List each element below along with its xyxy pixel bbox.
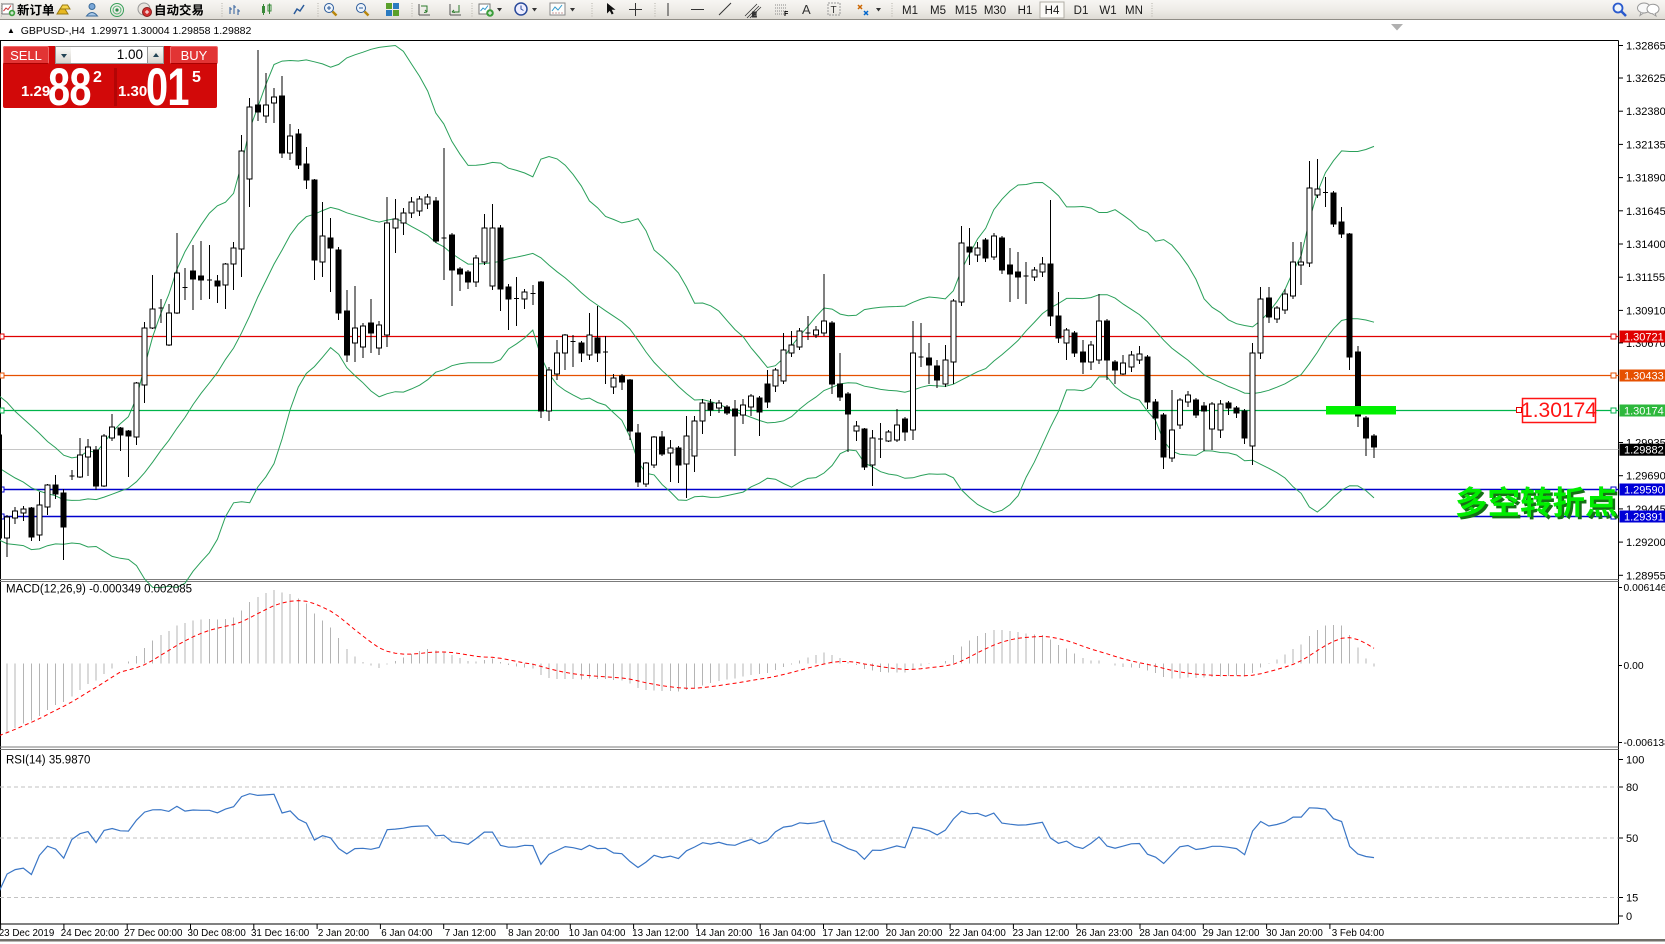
svg-text:-0.006138: -0.006138 bbox=[1624, 738, 1665, 749]
svg-text:1.30433: 1.30433 bbox=[1624, 371, 1664, 383]
svg-text:MACD(12,26,9) -0.000349 0.0020: MACD(12,26,9) -0.000349 0.002085 bbox=[6, 584, 192, 596]
svg-text:1.31890: 1.31890 bbox=[1626, 173, 1665, 185]
svg-text:1.30174: 1.30174 bbox=[1521, 399, 1597, 422]
svg-text:A: A bbox=[802, 2, 811, 17]
svg-text:1.30721: 1.30721 bbox=[1624, 332, 1664, 344]
svg-text:1.29391: 1.29391 bbox=[1624, 512, 1664, 524]
svg-text:20 Jan 20:00: 20 Jan 20:00 bbox=[886, 928, 943, 939]
svg-text:3 Feb 04:00: 3 Feb 04:00 bbox=[1332, 928, 1385, 939]
svg-text:14 Jan 20:00: 14 Jan 20:00 bbox=[696, 928, 753, 939]
svg-text:31 Dec 16:00: 31 Dec 16:00 bbox=[251, 928, 310, 939]
svg-text:0: 0 bbox=[1626, 911, 1632, 923]
svg-text:1.30910: 1.30910 bbox=[1626, 305, 1665, 317]
svg-text:22 Jan 04:00: 22 Jan 04:00 bbox=[949, 928, 1006, 939]
svg-text:1.32625: 1.32625 bbox=[1626, 73, 1665, 85]
svg-text:1.29882: 1.29882 bbox=[1624, 445, 1664, 457]
svg-text:0.00: 0.00 bbox=[1624, 661, 1644, 672]
svg-text:23 Jan 12:00: 23 Jan 12:00 bbox=[1013, 928, 1070, 939]
svg-text:E: E bbox=[752, 12, 757, 19]
svg-text:26 Jan 23:00: 26 Jan 23:00 bbox=[1076, 928, 1133, 939]
svg-text:30 Jan 20:00: 30 Jan 20:00 bbox=[1266, 928, 1323, 939]
svg-text:0.006146: 0.006146 bbox=[1624, 583, 1665, 594]
svg-text:50: 50 bbox=[1626, 833, 1638, 845]
svg-text:M1: M1 bbox=[902, 5, 918, 17]
svg-text:1.31645: 1.31645 bbox=[1626, 206, 1665, 218]
svg-text:W1: W1 bbox=[1099, 5, 1116, 17]
svg-text:1.32135: 1.32135 bbox=[1626, 139, 1665, 151]
svg-text:100: 100 bbox=[1626, 755, 1644, 767]
svg-text:8 Jan 20:00: 8 Jan 20:00 bbox=[508, 928, 560, 939]
svg-text:1.29590: 1.29590 bbox=[1624, 485, 1664, 497]
svg-text:1.29200: 1.29200 bbox=[1626, 537, 1665, 549]
svg-text:80: 80 bbox=[1626, 782, 1638, 794]
svg-text:1.31400: 1.31400 bbox=[1626, 239, 1665, 251]
svg-text:6 Jan 04:00: 6 Jan 04:00 bbox=[381, 928, 433, 939]
svg-text:7 Jan 12:00: 7 Jan 12:00 bbox=[445, 928, 497, 939]
svg-text:15: 15 bbox=[1626, 893, 1638, 905]
svg-text:M5: M5 bbox=[930, 5, 946, 17]
svg-text:16 Jan 04:00: 16 Jan 04:00 bbox=[759, 928, 816, 939]
svg-text:23 Dec 2019: 23 Dec 2019 bbox=[0, 928, 54, 939]
svg-text:27 Dec 00:00: 27 Dec 00:00 bbox=[124, 928, 183, 939]
svg-text:28 Jan 04:00: 28 Jan 04:00 bbox=[1139, 928, 1196, 939]
svg-text:1.31155: 1.31155 bbox=[1626, 272, 1665, 284]
svg-text:17 Jan 12:00: 17 Jan 12:00 bbox=[822, 928, 879, 939]
svg-text:10 Jan 04:00: 10 Jan 04:00 bbox=[569, 928, 626, 939]
svg-text:F: F bbox=[784, 11, 789, 18]
svg-text:1.32380: 1.32380 bbox=[1626, 106, 1665, 118]
svg-text:1.32865: 1.32865 bbox=[1626, 41, 1665, 53]
svg-text:1.28955: 1.28955 bbox=[1626, 570, 1665, 582]
svg-text:1.30174: 1.30174 bbox=[1624, 406, 1664, 418]
svg-text:MN: MN bbox=[1125, 5, 1143, 17]
svg-text:M15: M15 bbox=[955, 5, 977, 17]
svg-text:M30: M30 bbox=[984, 5, 1006, 17]
svg-text:D1: D1 bbox=[1074, 5, 1089, 17]
svg-text:H4: H4 bbox=[1045, 5, 1060, 17]
svg-text:T: T bbox=[831, 5, 837, 16]
svg-text:29 Jan 12:00: 29 Jan 12:00 bbox=[1203, 928, 1260, 939]
svg-text:30 Dec 08:00: 30 Dec 08:00 bbox=[188, 928, 247, 939]
svg-text:13 Jan 12:00: 13 Jan 12:00 bbox=[632, 928, 689, 939]
svg-text:24 Dec 20:00: 24 Dec 20:00 bbox=[61, 928, 120, 939]
svg-text:RSI(14) 35.9870: RSI(14) 35.9870 bbox=[6, 755, 90, 767]
svg-text:1.29690: 1.29690 bbox=[1626, 471, 1665, 483]
svg-text:2 Jan 20:00: 2 Jan 20:00 bbox=[318, 928, 370, 939]
svg-text:H1: H1 bbox=[1018, 5, 1033, 17]
